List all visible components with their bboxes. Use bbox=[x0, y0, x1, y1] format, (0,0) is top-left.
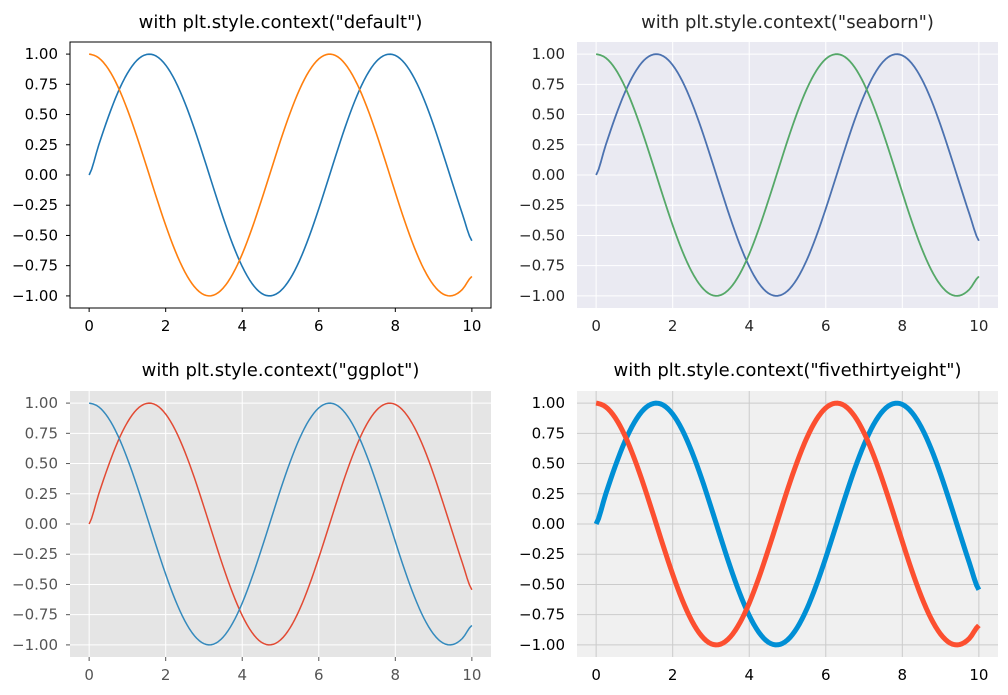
series-line-2 bbox=[595, 53, 980, 297]
x-tick-label: 6 bbox=[821, 666, 831, 684]
y-tick-label: −0.75 bbox=[519, 257, 565, 275]
y-tick-label: 1.00 bbox=[25, 45, 58, 63]
series-lines bbox=[595, 53, 980, 297]
y-tick-label: 0.25 bbox=[532, 136, 565, 154]
series-line-2 bbox=[595, 400, 981, 648]
y-tick-label: 0.25 bbox=[532, 485, 565, 503]
y-tick-label: −1.00 bbox=[519, 287, 565, 305]
subplot-ggplot: 0 2 4 6 8 10 1.00 0.75 0.50 0.25 0.00 −0.25 −0.50 −0.… bbox=[12, 360, 491, 684]
x-tick-label: 10 bbox=[462, 666, 481, 684]
x-tick-label: 6 bbox=[314, 666, 324, 684]
y-tick-label: 0.00 bbox=[532, 515, 565, 533]
y-tick-label: −0.75 bbox=[12, 257, 58, 275]
y-tick-label: −0.50 bbox=[519, 575, 565, 593]
y-tick-label: −0.50 bbox=[519, 226, 565, 244]
y-tick-label: 0.00 bbox=[25, 515, 58, 533]
x-tick-label: 0 bbox=[591, 666, 601, 684]
y-tick-label: −0.75 bbox=[519, 606, 565, 624]
y-tick-label: 0.75 bbox=[532, 424, 565, 442]
y-tick-label: −0.25 bbox=[12, 545, 58, 563]
y-tick-label: 1.00 bbox=[532, 45, 565, 63]
y-tick-label: 0.00 bbox=[25, 166, 58, 184]
x-tick-label: 4 bbox=[237, 666, 247, 684]
y-tick-label: 0.50 bbox=[25, 106, 58, 124]
y-tick-label: −0.50 bbox=[12, 226, 58, 244]
series-line-1 bbox=[88, 402, 473, 646]
subplot-title: with plt.style.context("default") bbox=[139, 12, 423, 33]
x-tick-label: 8 bbox=[898, 666, 908, 684]
x-tick-label: 4 bbox=[237, 317, 247, 335]
y-tick-label: 0.25 bbox=[25, 485, 58, 503]
y-tick-label: −1.00 bbox=[12, 287, 58, 305]
y-tick-label: −0.50 bbox=[12, 575, 58, 593]
y-tick-label: 0.50 bbox=[532, 106, 565, 124]
y-tick-label: 0.75 bbox=[532, 75, 565, 93]
series-line-2 bbox=[88, 53, 473, 297]
y-tick-label: 0.75 bbox=[25, 424, 58, 442]
x-tick-label: 10 bbox=[462, 317, 481, 335]
x-tick-label: 2 bbox=[161, 666, 171, 684]
x-tick-label: 10 bbox=[969, 317, 988, 335]
plot-area bbox=[70, 42, 491, 308]
x-tick-label: 8 bbox=[391, 666, 401, 684]
y-tick-label: −0.25 bbox=[12, 196, 58, 214]
y-tick-label: 1.00 bbox=[25, 394, 58, 412]
series-line-1 bbox=[595, 53, 980, 297]
y-tick-label: 0.50 bbox=[532, 455, 565, 473]
series-line-2 bbox=[88, 402, 473, 646]
y-tick-label: −0.75 bbox=[12, 606, 58, 624]
y-tick-label: −0.25 bbox=[519, 196, 565, 214]
y-tick-label: 0.25 bbox=[25, 136, 58, 154]
axis-ticks: 0 2 4 6 8 10 1.00 0.75 0.50 0.25 0.00 −0.25 −0.50 −0.… bbox=[519, 394, 988, 684]
x-tick-label: 8 bbox=[898, 317, 908, 335]
subplot-title: with plt.style.context("fivethirtyeight"… bbox=[613, 360, 961, 381]
y-tick-label: 0.50 bbox=[25, 455, 58, 473]
x-tick-label: 0 bbox=[591, 317, 601, 335]
x-tick-label: 2 bbox=[668, 317, 678, 335]
y-tick-label: 0.75 bbox=[25, 75, 58, 93]
y-tick-label: 0.00 bbox=[532, 166, 565, 184]
series-lines bbox=[88, 53, 473, 297]
x-tick-label: 10 bbox=[969, 666, 988, 684]
x-tick-label: 4 bbox=[744, 666, 754, 684]
axis-ticks: 0 2 4 6 8 10 1.00 0.75 0.50 0.25 0.00 −0.25 −0.50 −0.… bbox=[519, 45, 988, 335]
axis-ticks: 0 2 4 6 8 10 1.00 0.75 0.50 0.25 0.00 −0.25 −0.50 −0.… bbox=[12, 45, 481, 335]
x-tick-label: 4 bbox=[744, 317, 754, 335]
y-tick-label: −1.00 bbox=[519, 636, 565, 654]
x-tick-label: 0 bbox=[84, 317, 94, 335]
series-lines bbox=[88, 402, 473, 646]
gridlines bbox=[577, 42, 998, 308]
series-lines bbox=[593, 400, 982, 648]
subplot-default: 0 2 4 6 8 10 1.00 0.75 0.50 0.25 0.00 −0.25 −0.50 −0.… bbox=[12, 12, 492, 335]
y-tick-label: −0.25 bbox=[519, 545, 565, 563]
series-line-1 bbox=[593, 400, 982, 648]
y-tick-label: −1.00 bbox=[12, 636, 58, 654]
gridlines bbox=[70, 391, 491, 657]
y-tick-label: 1.00 bbox=[532, 394, 565, 412]
x-tick-label: 8 bbox=[391, 317, 401, 335]
x-tick-label: 0 bbox=[84, 666, 94, 684]
subplot-title: with plt.style.context("ggplot") bbox=[142, 360, 420, 381]
axis-ticks: 0 2 4 6 8 10 1.00 0.75 0.50 0.25 0.00 −0.25 −0.50 −0.… bbox=[12, 394, 481, 684]
x-tick-label: 2 bbox=[668, 666, 678, 684]
subplot-fivethirtyeight: 0 2 4 6 8 10 1.00 0.75 0.50 0.25 0.00 −0.25 −0.50 −0.… bbox=[519, 360, 998, 684]
x-tick-label: 6 bbox=[314, 317, 324, 335]
series-line-1 bbox=[88, 53, 473, 297]
x-tick-label: 6 bbox=[821, 317, 831, 335]
subplot-title: with plt.style.context("seaborn") bbox=[641, 12, 934, 33]
x-tick-label: 2 bbox=[161, 317, 171, 335]
subplot-seaborn: 0 2 4 6 8 10 1.00 0.75 0.50 0.25 0.00 −0.25 −0.50 −0.… bbox=[519, 12, 998, 335]
